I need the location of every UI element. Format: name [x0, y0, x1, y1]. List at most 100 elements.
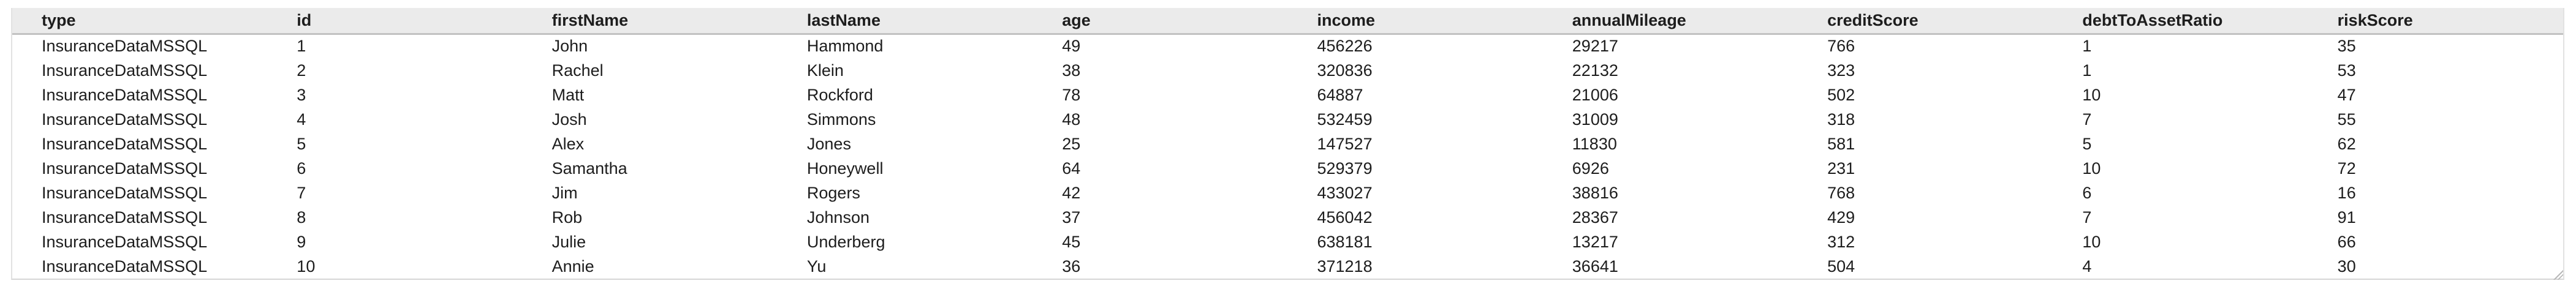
cell-firstName: Annie — [522, 254, 778, 279]
cell-age: 37 — [1032, 205, 1288, 230]
table-row: InsuranceDataMSSQL 9 Julie Underberg 45 63818… — [12, 230, 2563, 254]
cell-age: 42 — [1032, 181, 1288, 205]
cell-debtToAssetRatio: 5 — [2053, 132, 2308, 156]
cell-age: 78 — [1032, 83, 1288, 107]
column-header-id[interactable]: id — [267, 8, 523, 35]
cell-lastName: Rockford — [777, 83, 1033, 107]
cell-income: 433027 — [1287, 181, 1543, 205]
cell-annualMileage: 6926 — [1542, 156, 1798, 181]
cell-creditScore: 429 — [1798, 205, 2053, 230]
cell-annualMileage: 21006 — [1542, 83, 1798, 107]
cell-riskScore: 66 — [2308, 230, 2563, 254]
cell-id: 5 — [267, 132, 523, 156]
table-row: InsuranceDataMSSQL 7 Jim Rogers 42 433027 3881… — [12, 181, 2563, 205]
cell-creditScore: 323 — [1798, 58, 2053, 83]
cell-type: InsuranceDataMSSQL — [12, 132, 268, 156]
table-row: InsuranceDataMSSQL 10 Annie Yu 36 371218 36641… — [12, 254, 2563, 279]
cell-income: 456226 — [1287, 34, 1543, 58]
cell-firstName: Matt — [522, 83, 778, 107]
column-header-annualMileage[interactable]: annualMileage — [1542, 8, 1798, 35]
cell-id: 2 — [267, 58, 523, 83]
cell-debtToAssetRatio: 1 — [2053, 34, 2308, 58]
cell-lastName: Underberg — [777, 230, 1033, 254]
cell-riskScore: 91 — [2308, 205, 2563, 230]
cell-annualMileage: 31009 — [1542, 107, 1798, 132]
cell-riskScore: 72 — [2308, 156, 2563, 181]
cell-creditScore: 768 — [1798, 181, 2053, 205]
cell-creditScore: 318 — [1798, 107, 2053, 132]
cell-income: 64887 — [1287, 83, 1543, 107]
cell-age: 64 — [1032, 156, 1288, 181]
table-row: InsuranceDataMSSQL 6 Samantha Honeywell 64 52… — [12, 156, 2563, 181]
cell-firstName: Rob — [522, 205, 778, 230]
header-row: type id firstName lastName age income annualMi… — [12, 8, 2563, 35]
cell-age: 25 — [1032, 132, 1288, 156]
cell-creditScore: 231 — [1798, 156, 2053, 181]
table-row: InsuranceDataMSSQL 8 Rob Johnson 37 456042 283… — [12, 205, 2563, 230]
column-header-riskScore[interactable]: riskScore — [2308, 8, 2563, 35]
cell-riskScore: 35 — [2308, 34, 2563, 58]
cell-type: InsuranceDataMSSQL — [12, 34, 268, 58]
cell-type: InsuranceDataMSSQL — [12, 156, 268, 181]
cell-id: 8 — [267, 205, 523, 230]
table-row: InsuranceDataMSSQL 2 Rachel Klein 38 320836 22… — [12, 58, 2563, 83]
cell-type: InsuranceDataMSSQL — [12, 230, 268, 254]
cell-id: 4 — [267, 107, 523, 132]
cell-annualMileage: 28367 — [1542, 205, 1798, 230]
results-table-container: type id firstName lastName age income annualMi… — [11, 8, 2564, 280]
table-row: InsuranceDataMSSQL 3 Matt Rockford 78 64887 21… — [12, 83, 2563, 107]
cell-riskScore: 53 — [2308, 58, 2563, 83]
table-row: InsuranceDataMSSQL 4 Josh Simmons 48 532459 31… — [12, 107, 2563, 132]
cell-debtToAssetRatio: 10 — [2053, 156, 2308, 181]
table-row: InsuranceDataMSSQL 1 John Hammond 49 456226 29… — [12, 34, 2563, 58]
cell-annualMileage: 11830 — [1542, 132, 1798, 156]
cell-id: 9 — [267, 230, 523, 254]
cell-lastName: Yu — [777, 254, 1033, 279]
column-header-lastName[interactable]: lastName — [777, 8, 1033, 35]
table-header: type id firstName lastName age income annualMi… — [12, 8, 2563, 35]
column-header-age[interactable]: age — [1032, 8, 1288, 35]
cell-lastName: Honeywell — [777, 156, 1033, 181]
cell-annualMileage: 29217 — [1542, 34, 1798, 58]
cell-type: InsuranceDataMSSQL — [12, 107, 268, 132]
cell-debtToAssetRatio: 10 — [2053, 230, 2308, 254]
resize-grip-icon[interactable] — [2553, 270, 2563, 280]
cell-debtToAssetRatio: 7 — [2053, 205, 2308, 230]
cell-riskScore: 30 — [2308, 254, 2563, 279]
cell-annualMileage: 36641 — [1542, 254, 1798, 279]
cell-debtToAssetRatio: 7 — [2053, 107, 2308, 132]
cell-age: 45 — [1032, 230, 1288, 254]
cell-income: 320836 — [1287, 58, 1543, 83]
cell-type: InsuranceDataMSSQL — [12, 181, 268, 205]
cell-firstName: Jim — [522, 181, 778, 205]
cell-id: 7 — [267, 181, 523, 205]
cell-riskScore: 47 — [2308, 83, 2563, 107]
cell-annualMileage: 22132 — [1542, 58, 1798, 83]
cell-income: 456042 — [1287, 205, 1543, 230]
column-header-debtToAssetRatio[interactable]: debtToAssetRatio — [2053, 8, 2308, 35]
cell-firstName: John — [522, 34, 778, 58]
cell-type: InsuranceDataMSSQL — [12, 254, 268, 279]
cell-income: 147527 — [1287, 132, 1543, 156]
column-header-income[interactable]: income — [1287, 8, 1543, 35]
cell-creditScore: 504 — [1798, 254, 2053, 279]
table-body: InsuranceDataMSSQL 1 John Hammond 49 456226 29… — [12, 34, 2563, 279]
cell-income: 529379 — [1287, 156, 1543, 181]
cell-firstName: Alex — [522, 132, 778, 156]
cell-type: InsuranceDataMSSQL — [12, 83, 268, 107]
cell-lastName: Rogers — [777, 181, 1033, 205]
cell-income: 638181 — [1287, 230, 1543, 254]
cell-lastName: Jones — [777, 132, 1033, 156]
cell-creditScore: 581 — [1798, 132, 2053, 156]
column-header-creditScore[interactable]: creditScore — [1798, 8, 2053, 35]
cell-annualMileage: 13217 — [1542, 230, 1798, 254]
cell-type: InsuranceDataMSSQL — [12, 205, 268, 230]
cell-lastName: Simmons — [777, 107, 1033, 132]
cell-debtToAssetRatio: 6 — [2053, 181, 2308, 205]
cell-debtToAssetRatio: 1 — [2053, 58, 2308, 83]
cell-creditScore: 502 — [1798, 83, 2053, 107]
cell-age: 49 — [1032, 34, 1288, 58]
column-header-type[interactable]: type — [12, 8, 268, 35]
column-header-firstName[interactable]: firstName — [522, 8, 778, 35]
cell-lastName: Johnson — [777, 205, 1033, 230]
